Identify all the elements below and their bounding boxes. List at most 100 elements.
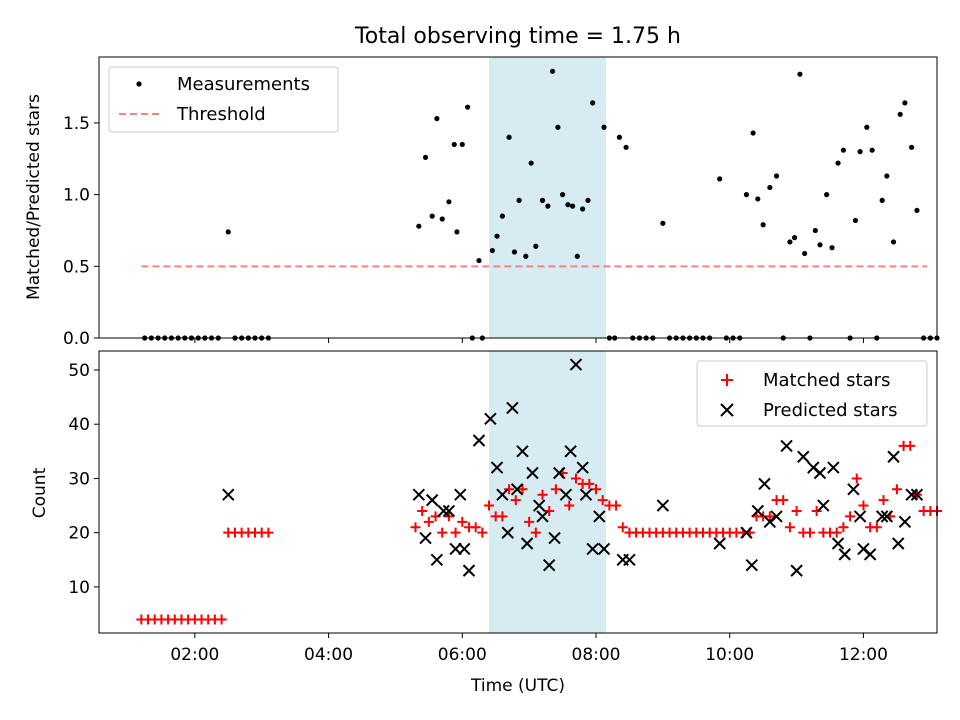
top-legend: Measurements Threshold [108,66,339,133]
matched-stars-point [537,489,548,500]
measurements-point [545,203,551,209]
legend-predicted-marker [720,403,734,417]
predicted-stars-point [863,548,877,561]
predicted-stars-point [501,526,514,539]
top-chart-title: Total observing time = 1.75 h [354,24,681,49]
predicted-stars-point [536,510,549,523]
matched-stars-point [530,527,541,538]
predicted-stars-point [847,483,860,496]
bottom-y-tick-label: 50 [68,361,90,381]
measurements-point [516,197,522,203]
matched-stars-point [410,522,421,533]
predicted-stars-point [484,412,497,425]
predicted-stars-point [797,450,810,463]
measurements-point [434,116,440,122]
top-ticks: 0.0 0.5 1.0 1.5 [63,114,864,349]
legend-predicted-label: Predicted stars [763,400,897,421]
matched-stars-point [611,500,622,511]
predicted-stars-point [412,488,426,501]
bottom-y-axis-label: Count [30,467,50,518]
matched-stars-point [617,522,628,533]
measurements-point [570,203,576,209]
x-tick-label: 10:00 [705,645,754,665]
measurements-point [451,141,457,148]
measurements-point [840,147,846,153]
measurements-point [802,250,808,257]
measurements-point [489,247,495,254]
predicted-stars-point [593,510,606,523]
measurements-point [660,220,666,226]
matched-stars-point [524,516,535,527]
measurements-point [755,196,761,202]
legend-matched-marker [721,374,733,386]
measurements-point [879,197,885,203]
matched-stars-point [778,495,789,506]
measurements-point [897,111,903,117]
measurements-point [506,134,512,140]
measurements-point [439,216,445,222]
predicted-stars-point [442,504,456,518]
matched-stars-point [838,522,849,533]
predicted-stars-point [516,445,529,458]
matched-stars-point [858,500,869,511]
measurements-point [908,144,915,150]
top-y-tick-label: 1.0 [63,186,90,206]
matched-stars-point [784,522,795,533]
predicted-stars-point [526,466,539,480]
measurements-point [465,104,471,110]
bottom-y-tick-label: 10 [68,578,90,598]
top-plot-frame [98,56,938,339]
measurements-point [852,217,859,224]
bottom-legend: Matched stars Predicted stars [696,360,928,427]
measurements-point [555,124,561,130]
predicted-stars-point [790,564,803,577]
bottom-ticks: 10 20 30 40 50 02:00 04:00 06:00 08:00 10:00 12:00 [68,361,888,665]
measurements-point [623,144,629,150]
matched-stars-point [470,522,481,533]
measurements-point [459,141,465,148]
predicted-stars-point [559,488,573,501]
measurements-point [601,124,607,130]
measurements-point [523,253,529,259]
measurements-point [869,147,875,153]
matched-stars-point [570,473,581,484]
matched-stars-point [544,505,555,516]
legend-matched-label: Matched stars [763,370,890,391]
measurements-point [533,243,539,249]
predicted-stars-point [838,548,851,561]
predicted-stars-point [817,499,830,512]
predicted-stars-point [586,542,599,556]
measurements-point [454,229,460,235]
measurements-point [225,229,231,235]
predicted-stars-point [462,564,476,577]
top-panel: 0.0 0.5 1.0 1.5 Total observing time = 1.75… [24,24,940,349]
matched-stars-point [851,473,862,484]
predicted-stars-point [887,450,900,463]
measurements-point [864,124,870,130]
measurements-point [791,235,798,241]
predicted-stars-point [827,461,840,474]
matched-stars-point [477,527,488,538]
x-tick-label: 08:00 [572,645,621,665]
predicted-stars-point [419,531,432,545]
measurements-point [835,160,841,166]
measurements-point [884,173,890,179]
x-tick-label: 06:00 [438,645,487,665]
legend-measurements-label: Measurements [177,74,310,95]
x-tick-label: 12:00 [839,645,888,665]
bottom-plot-frame [98,350,938,634]
predicted-stars-point [740,526,753,539]
predicted-stars-point [532,499,546,512]
measurements-point [585,197,591,203]
measurements-point [797,71,803,77]
measurements-point [767,184,773,191]
measurements-point [549,68,556,74]
bottom-legend-box [696,360,928,427]
predicted-stars-point [496,488,509,501]
top-y-tick-label: 0.0 [63,329,90,349]
predicted-stars-point [437,504,450,518]
matched-stars-point [811,505,822,516]
matched-stars-point [423,516,434,527]
measurements-point [890,239,897,245]
